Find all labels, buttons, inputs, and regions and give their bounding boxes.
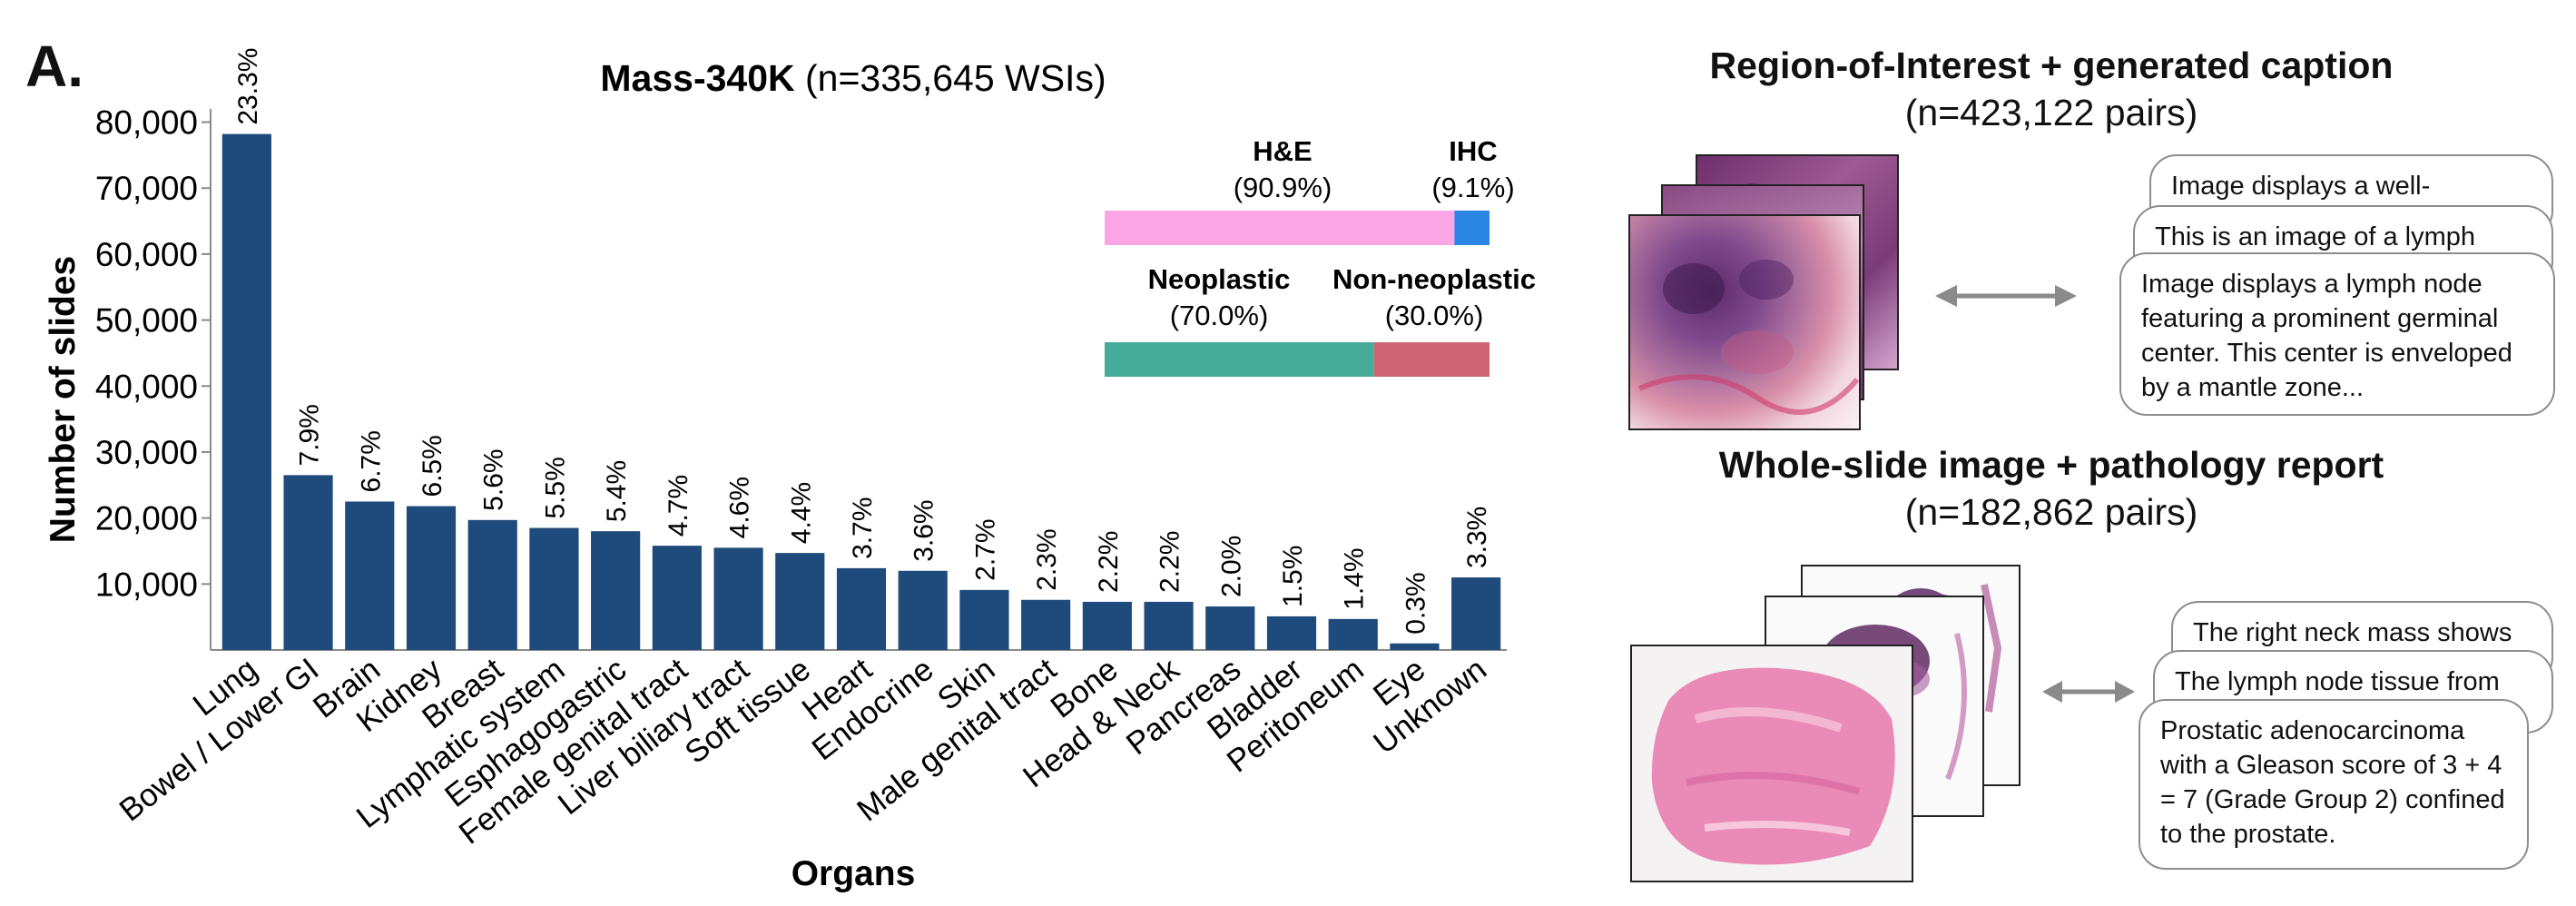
- wsi-caption-card-3: Prostatic adenocarcinoma with a Gleason …: [2138, 699, 2529, 870]
- bar: [221, 133, 271, 650]
- bar-percent-label: 3.6%: [909, 499, 939, 561]
- bar: [959, 589, 1009, 650]
- bar-percent-label: 23.3%: [233, 48, 263, 125]
- bar: [406, 506, 457, 650]
- bar-percent-label: 1.4%: [1340, 547, 1370, 609]
- roi-caption-card-3: Image displays a lymph node featuring a …: [2119, 252, 2555, 416]
- he-label: H&E: [1253, 135, 1312, 167]
- bar: [836, 567, 887, 650]
- roi-subtitle: (n=423,122 pairs): [1904, 92, 2198, 133]
- split-segment: [1105, 342, 1374, 377]
- bar-percent-label: 3.3%: [1462, 507, 1492, 568]
- y-axis-label: Number of slides: [44, 256, 83, 543]
- chart-title-rest: (n=335,645 WSIs): [795, 57, 1106, 99]
- bar: [898, 570, 948, 650]
- organ-bar-chart: Mass-340K (n=335,645 WSIs) 10,000 20,000 3…: [44, 48, 1536, 893]
- wsi-caption-2: The lymph node tissue from: [2175, 667, 2500, 696]
- bar-percent-label: 7.9%: [295, 404, 325, 466]
- bar-percent-label: 2.3%: [1032, 528, 1062, 590]
- wsi-caption-1: The right neck mass shows: [2193, 618, 2512, 647]
- roi-title-text: Region-of-Interest + generated caption: [1709, 44, 2394, 86]
- bar-percent-label: 4.7%: [664, 475, 693, 537]
- bar-percent-label: 2.7%: [970, 518, 1000, 580]
- bar: [713, 547, 763, 650]
- wsi-slide-front: [1630, 645, 1913, 882]
- roi-caption-1: Image displays a well-: [2171, 172, 2431, 201]
- bar-percent-label: 6.5%: [418, 435, 447, 497]
- split-segment: [1373, 342, 1490, 377]
- bar-percent-label: 5.5%: [540, 457, 570, 518]
- y-tick-label: 20,000: [95, 500, 198, 537]
- roi-patch-front: [1628, 214, 1861, 430]
- bar-percent-label: 0.3%: [1401, 572, 1431, 634]
- bar-percent-label: 5.4%: [602, 460, 632, 522]
- bar-percent-label: 6.7%: [356, 430, 386, 492]
- y-tick-label: 40,000: [95, 368, 198, 405]
- bar: [1266, 615, 1317, 650]
- bar-percent-label: 4.6%: [725, 477, 755, 538]
- bar: [345, 501, 395, 650]
- he-percent: (90.9%): [1234, 172, 1332, 203]
- bar: [1144, 601, 1194, 650]
- x-axis-label: Organs: [791, 854, 916, 893]
- bar: [1021, 599, 1071, 650]
- neoplastic-percent: (70.0%): [1170, 300, 1269, 331]
- roi-caption-2: This is an image of a lymph: [2155, 222, 2475, 251]
- wsi-slide-front-texture: [1651, 667, 1895, 865]
- stain-split-bar: [1105, 211, 1490, 245]
- bars-group: 23.3% 7.9% 6.7% 6.5% 5.6% 5.5% 5.4% 4.7% 4.6% 4.4…: [221, 48, 1501, 650]
- bar: [1390, 643, 1440, 650]
- bar-percent-label: 2.2%: [1155, 531, 1185, 593]
- bar: [1328, 618, 1378, 650]
- bar-percent-label: 1.5%: [1278, 546, 1308, 607]
- bar: [652, 546, 702, 650]
- bar: [467, 519, 517, 650]
- ihc-label: IHC: [1449, 135, 1497, 167]
- y-tick-label: 60,000: [95, 236, 198, 273]
- bar-percent-label: 5.6%: [479, 448, 509, 510]
- ihc-percent: (9.1%): [1431, 172, 1514, 203]
- split-segment: [1105, 211, 1455, 245]
- neoplastic-label: Neoplastic: [1148, 263, 1291, 295]
- bar-percent-label: 2.2%: [1094, 531, 1124, 593]
- bar-percent-label: 3.7%: [848, 497, 878, 558]
- roi-title: Region-of-Interest + generated caption (…: [1616, 42, 2487, 136]
- y-tick-label: 30,000: [95, 434, 198, 471]
- roi-patch-front-texture: [1637, 260, 1859, 415]
- wsi-caption-3: Prostatic adenocarcinoma with a Gleason …: [2160, 716, 2505, 849]
- y-tick-label: 70,000: [95, 170, 198, 207]
- bar: [529, 527, 579, 650]
- bar: [1205, 606, 1255, 650]
- bar-percent-label: 2.0%: [1216, 536, 1246, 597]
- wsi-subtitle: (n=182,862 pairs): [1904, 491, 2198, 533]
- chart-title-bold: Mass-340K: [600, 57, 795, 99]
- chart-title: Mass-340K (n=335,645 WSIs): [600, 57, 1106, 99]
- bar: [283, 475, 333, 650]
- y-tick-label: 50,000: [95, 302, 198, 340]
- neoplastic-split-bar: [1105, 342, 1490, 377]
- bar: [775, 553, 825, 650]
- bar: [591, 531, 641, 650]
- bar: [1082, 601, 1132, 650]
- roi-caption-3: Image displays a lymph node featuring a …: [2141, 270, 2512, 402]
- double-arrow-icon: [1935, 285, 2077, 307]
- non-neoplastic-label: Non-neoplastic: [1332, 263, 1536, 295]
- panel-letter: A.: [25, 34, 84, 99]
- bar: [1451, 577, 1501, 650]
- double-arrow-icon-2: [2042, 681, 2135, 703]
- non-neoplastic-percent: (30.0%): [1385, 300, 1484, 331]
- wsi-title-text: Whole-slide image + pathology report: [1718, 444, 2384, 486]
- chart-axes: 10,000 20,000 30,000 40,000 50,000 60,000 70,0…: [95, 104, 1507, 651]
- wsi-title: Whole-slide image + pathology report (n=…: [1616, 441, 2487, 536]
- y-tick-label: 80,000: [95, 104, 198, 142]
- y-tick-label: 10,000: [95, 566, 198, 603]
- bar-percent-label: 4.4%: [786, 482, 816, 544]
- split-segment: [1454, 211, 1490, 245]
